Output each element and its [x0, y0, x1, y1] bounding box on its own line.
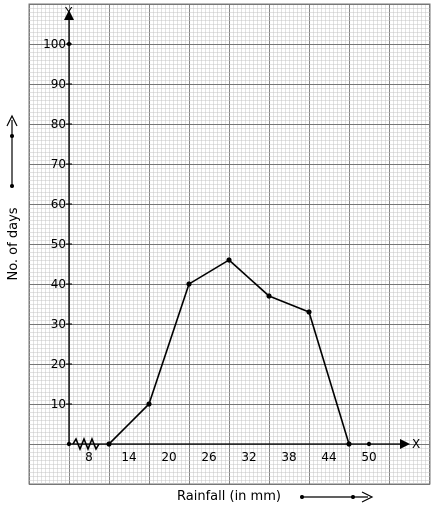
y-tick-label: 80 [51, 117, 66, 131]
data-point [266, 293, 272, 299]
series-rainfall [106, 257, 352, 447]
y-tick-label: 70 [51, 157, 66, 171]
data-point [346, 441, 352, 447]
y-axis-letter: Y [64, 5, 73, 19]
x-tick-label: 20 [161, 450, 176, 464]
y-axis-arrowhead [64, 10, 74, 20]
y-axis-label: No. of days [6, 207, 21, 280]
direction-arrows [6, 114, 374, 503]
x-axis-label: Rainfall (in mm) [177, 489, 281, 504]
graph-paper-grid [28, 3, 431, 485]
x-tick-label: 44 [321, 450, 336, 464]
data-point [106, 441, 112, 447]
x-tick-label: 14 [121, 450, 136, 464]
y-tick-label: 20 [51, 357, 66, 371]
y-tick-label: 90 [51, 77, 66, 91]
y-tick-label: 60 [51, 197, 66, 211]
x-axis-arrowhead [400, 439, 410, 449]
data-point [226, 257, 232, 263]
y-tick-label: 10 [51, 397, 66, 411]
y-axis-dot [66, 41, 72, 47]
origin-dot [66, 441, 72, 447]
y-tick-label: 40 [51, 277, 66, 291]
x-tick-label: 26 [201, 450, 216, 464]
y-direction-arrowhead [6, 114, 18, 127]
x-axis-letter: X [412, 437, 420, 451]
data-point [146, 401, 152, 407]
x-axis-dot [366, 441, 372, 447]
x-direction-dot [300, 495, 304, 499]
x-tick-label: 38 [281, 450, 296, 464]
y-direction-dot [10, 184, 14, 188]
x-tick-label: 50 [361, 450, 376, 464]
x-tick-label: 32 [241, 450, 256, 464]
x-tick-label: 8 [85, 450, 93, 464]
y-tick-label: 30 [51, 317, 66, 331]
x-direction-arrowhead [361, 491, 374, 503]
y-tick-label: 100 [43, 37, 66, 51]
x-axis-break-zigzag [72, 436, 100, 452]
y-tick-label: 50 [51, 237, 66, 251]
data-point [306, 309, 312, 315]
axis-labels: Rainfall (in mm) No. of days [6, 207, 281, 504]
y-direction-dot [10, 134, 14, 138]
y-tick-labels: 10 20 30 40 50 60 70 80 90 100 [43, 37, 72, 411]
data-point [186, 281, 192, 287]
x-direction-dot [351, 495, 355, 499]
x-tick-labels: 8 14 20 26 32 38 44 50 [66, 441, 377, 464]
